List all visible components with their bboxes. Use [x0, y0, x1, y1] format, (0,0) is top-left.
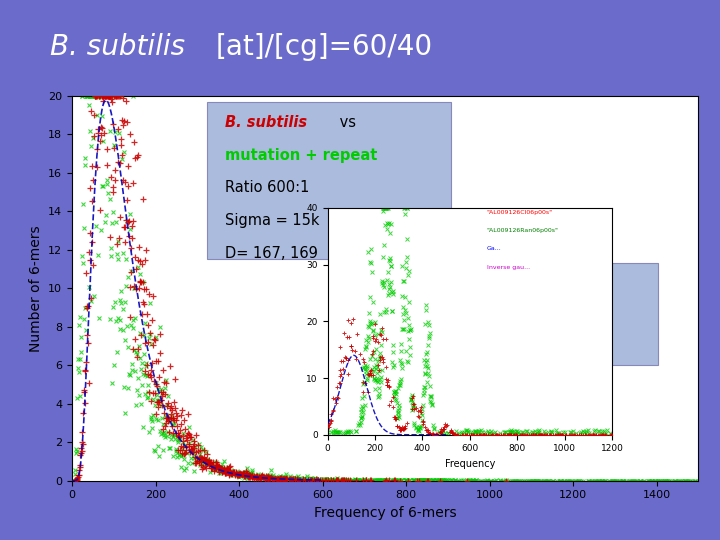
Text: "AL009126Ran06p00s": "AL009126Ran06p00s" — [487, 228, 559, 233]
FancyBboxPatch shape — [207, 102, 451, 259]
Text: mutation + repeat: mutation + repeat — [225, 148, 378, 163]
Text: random: random — [448, 309, 511, 325]
Text: vs: vs — [557, 276, 578, 292]
Text: vs: vs — [335, 115, 356, 130]
Text: B. subtilis: B. subtilis — [225, 115, 307, 130]
Text: Inverse gau...: Inverse gau... — [487, 265, 530, 269]
Text: B. subtilis: B. subtilis — [50, 33, 186, 60]
FancyBboxPatch shape — [429, 263, 657, 365]
Text: Ratio 600:1: Ratio 600:1 — [225, 180, 310, 195]
Text: Sigma = 15k: Sigma = 15k — [225, 213, 320, 228]
Text: [at]/[cg]=60/40: [at]/[cg]=60/40 — [216, 33, 433, 60]
Text: D= 167, 79: D= 167, 79 — [448, 342, 531, 357]
Text: "AL009126Cl06p00s": "AL009126Cl06p00s" — [487, 210, 553, 215]
Y-axis label: Number of 6-mers: Number of 6-mers — [29, 225, 42, 352]
X-axis label: Frequency of 6-mers: Frequency of 6-mers — [314, 506, 456, 520]
X-axis label: Frequency: Frequency — [445, 459, 495, 469]
Text: Ga...: Ga... — [487, 246, 502, 252]
Text: B. subtilis: B. subtilis — [448, 276, 530, 292]
Text: D= 167, 169: D= 167, 169 — [225, 246, 318, 261]
